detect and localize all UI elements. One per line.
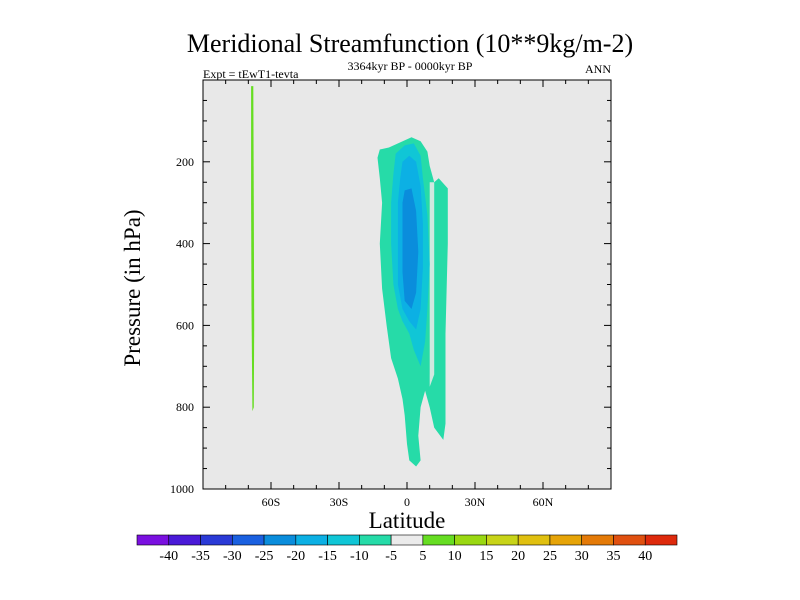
colorbar-swatch (295, 534, 328, 546)
colorbar-swatch (517, 534, 551, 546)
colorbar-swatch (200, 534, 233, 546)
y-tick-label: 200 (176, 155, 194, 169)
colorbar-swatch (136, 534, 170, 546)
contour-southern-high-lat-line (251, 86, 255, 412)
tick-layer (202, 79, 612, 490)
colorbar-swatch (549, 534, 583, 546)
colorbar-label: -35 (191, 549, 210, 564)
colorbar-label: -40 (159, 549, 178, 564)
colorbar-swatch (581, 534, 614, 546)
colorbar-label: 15 (479, 549, 493, 564)
subtitle-right: ANN (585, 62, 611, 76)
colorbar: -40 -35 -30 -25 -20 -15 -10 -5 5 10 15 20 25 30 35 40 (136, 534, 678, 564)
colorbar-label: -5 (385, 549, 397, 564)
x-tick-label: 30N (465, 495, 486, 509)
colorbar-swatch (327, 534, 360, 546)
colorbar-swatch (168, 534, 201, 546)
subtitle-left: Expt = tEwT1-tevta (203, 67, 299, 81)
x-tick-label: 60N (533, 495, 554, 509)
tick-label-layer: 60S 30S 0 30N 60N 200 400 600 800 1000 (170, 155, 554, 509)
colorbar-label: -10 (350, 549, 369, 564)
colorbar-swatch (613, 534, 646, 546)
colorbar-label: 5 (419, 549, 426, 564)
colorbar-swatch (422, 534, 455, 546)
colorbar-swatch (644, 534, 678, 546)
y-tick-label: 1000 (170, 482, 194, 496)
colorbar-swatch (231, 534, 265, 546)
colorbar-label: 40 (638, 549, 652, 564)
x-axis-label: Latitude (369, 508, 446, 533)
colorbar-swatch (359, 534, 392, 546)
colorbar-label: 30 (575, 549, 589, 564)
x-tick-label: 0 (404, 495, 410, 509)
colorbar-label: -20 (286, 549, 305, 564)
colorbar-swatch (263, 534, 297, 546)
colorbar-swatch (454, 534, 487, 546)
y-tick-label: 800 (176, 400, 194, 414)
x-tick-label: 30S (330, 495, 349, 509)
colorbar-label: 25 (543, 549, 557, 564)
contour-layer (251, 86, 448, 467)
colorbar-label: -15 (318, 549, 337, 564)
colorbar-swatch (486, 534, 519, 546)
colorbar-label: -30 (223, 549, 242, 564)
x-tick-label: 60S (262, 495, 281, 509)
colorbar-label: 10 (448, 549, 462, 564)
colorbar-label: -25 (255, 549, 274, 564)
chart-title: Meridional Streamfunction (10**9kg/m-2) (187, 29, 633, 58)
contour-tropical-cell-right-band (429, 182, 435, 387)
y-axis-label: Pressure (in hPa) (120, 209, 145, 366)
contour-tropical-cell-25 (402, 188, 419, 309)
colorbar-label: 35 (606, 549, 620, 564)
y-tick-label: 600 (176, 318, 194, 332)
colorbar-swatch (390, 534, 424, 546)
subtitle-center: 3364kyr BP - 0000kyr BP (348, 59, 473, 73)
colorbar-label: 20 (511, 549, 525, 564)
y-tick-label: 400 (176, 237, 194, 251)
